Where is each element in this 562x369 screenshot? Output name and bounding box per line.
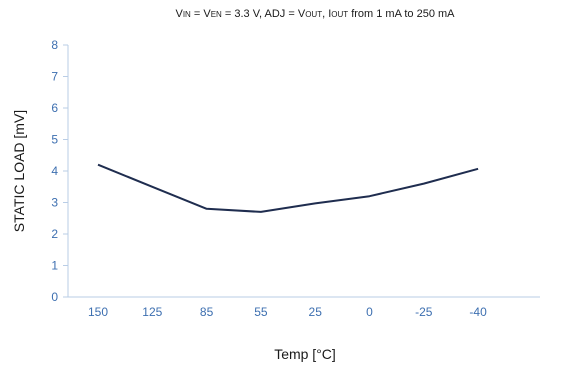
series-layer — [97, 163, 479, 213]
x-tick-label: 150 — [88, 305, 108, 319]
chart-title-part: OUT — [305, 10, 322, 19]
series-line — [97, 163, 479, 213]
y-tick-label: 7 — [51, 70, 58, 84]
y-tick-label: 4 — [51, 164, 58, 178]
y-tick-label: 0 — [51, 290, 58, 304]
y-axis-title: STATIC LOAD [mV] — [11, 110, 27, 232]
y-tick-label: 8 — [51, 38, 58, 52]
y-tick-label: 6 — [51, 101, 58, 115]
y-tick-label: 2 — [51, 227, 58, 241]
chart-title-part: = V — [191, 8, 212, 20]
x-tick-label: 85 — [200, 305, 214, 319]
y-tick-label: 3 — [51, 196, 58, 210]
chart-title-part: OUT — [331, 10, 348, 19]
y-tick-label: 5 — [51, 133, 58, 147]
x-axis-title: Temp [°C] — [274, 346, 336, 362]
x-tick-labels: 150 125 85 55 25 0 -25 -40 — [88, 305, 487, 319]
x-tick-label: 0 — [366, 305, 373, 319]
chart-title-part: = 3.3 V, ADJ = V — [222, 8, 306, 20]
x-tick-label: 55 — [254, 305, 268, 319]
chart-title-part: IN — [183, 10, 191, 19]
chart-title: VIN = VEN = 3.3 V, ADJ = VOUT, IOUT from… — [175, 8, 455, 20]
x-tick-label: -40 — [469, 305, 487, 319]
chart-title-part: V — [175, 8, 183, 20]
x-tick-label: -25 — [415, 305, 433, 319]
y-tick-labels: 0 1 2 3 4 5 6 7 8 — [51, 38, 58, 304]
y-tick-label: 1 — [51, 259, 58, 273]
x-tick-label: 125 — [142, 305, 162, 319]
chart-title-part: EN — [211, 10, 222, 19]
x-tick-label: 25 — [309, 305, 323, 319]
chart-title-part: , I — [322, 8, 331, 20]
axes — [63, 44, 540, 298]
chart-title-part: from 1 mA to 250 mA — [348, 8, 455, 20]
